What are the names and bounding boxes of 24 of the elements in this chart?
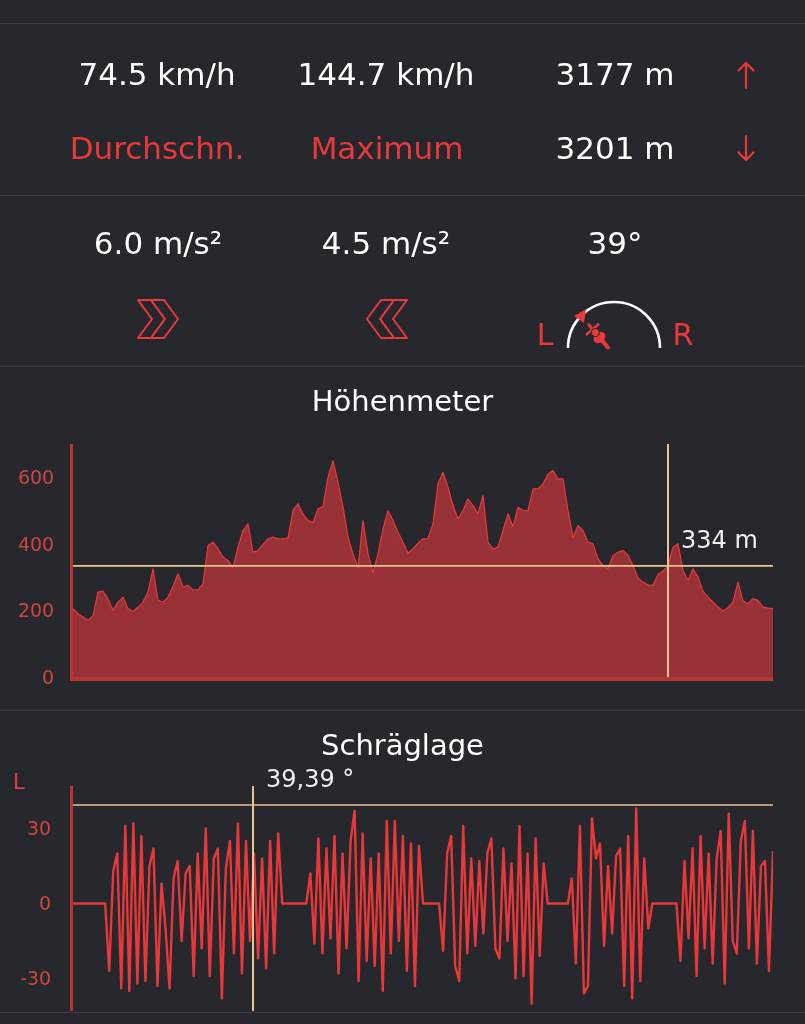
text: L: [536, 316, 554, 353]
text: 144.7 km/h: [297, 56, 475, 93]
text: Durchschn.: [69, 130, 245, 167]
ref-line-label: 39,39 °: [266, 765, 355, 793]
text: R: [672, 316, 694, 353]
line-series: [73, 807, 773, 1005]
text: L: [13, 770, 25, 794]
y-tick-label: 600: [17, 465, 55, 488]
text: 3201 m: [555, 130, 675, 167]
y-tick-label: 0: [42, 665, 55, 688]
y-tick-label: -30: [20, 967, 52, 990]
text: Maximum: [310, 130, 464, 167]
text: 3177 m: [555, 56, 675, 93]
y-tick-label: 0: [39, 892, 52, 915]
chart-title: Höhenmeter: [311, 384, 494, 419]
ref-line-label: 334 m: [681, 526, 758, 554]
chart-title: Schräglage: [321, 728, 484, 763]
text: 6.0 m/s²: [93, 225, 223, 262]
y-tick-label: 200: [17, 599, 55, 622]
text: 39°: [587, 225, 643, 262]
text: 4.5 m/s²: [321, 225, 451, 262]
text: 74.5 km/h: [78, 56, 236, 93]
y-tick-label: 400: [17, 532, 55, 555]
y-tick-label: 30: [27, 817, 52, 840]
